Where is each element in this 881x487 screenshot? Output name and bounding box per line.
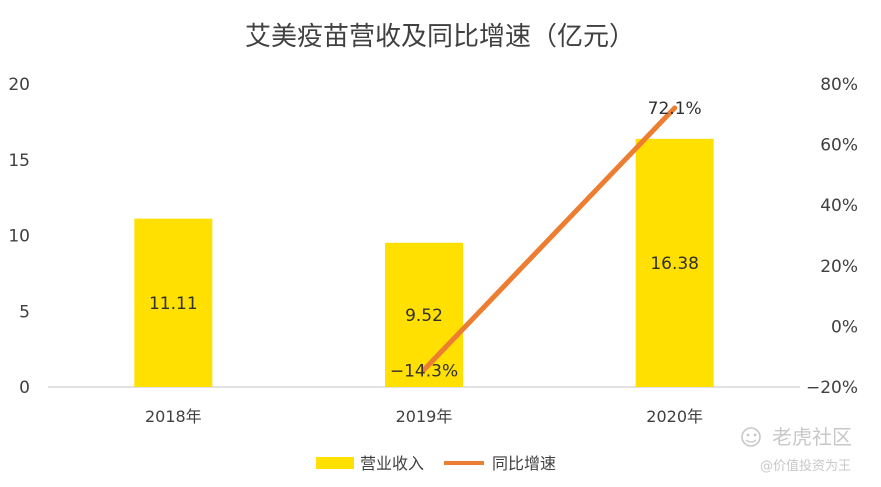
bar-series <box>134 138 714 387</box>
x-axis: 2018年 2019年 2020年 <box>145 407 703 426</box>
y-left-tick-label: 10 <box>8 227 30 247</box>
bar-data-label: 11.11 <box>149 294 198 314</box>
legend: 营业收入 同比增速 <box>316 454 556 473</box>
growth-line <box>421 105 678 373</box>
bar-data-labels: 11.11 9.52 16.38 <box>149 254 699 326</box>
y-right-tick-label: 60% <box>820 136 858 156</box>
x-tick-label: 2019年 <box>396 407 453 426</box>
legend-swatch-revenue <box>316 457 354 469</box>
bar-data-label: 9.52 <box>405 306 443 326</box>
line-data-label: −14.3% <box>390 362 458 382</box>
tiger-logo-icon <box>741 427 761 447</box>
line-data-label: 72.1% <box>648 99 702 119</box>
y-axis-left: 0 5 10 15 20 <box>8 75 30 398</box>
watermark: 老虎社区 @价值投资为王 <box>741 425 852 474</box>
y-right-tick-label: −20% <box>806 378 858 398</box>
line-data-labels: −14.3% 72.1% <box>390 99 702 382</box>
watermark-brand: 老虎社区 <box>772 425 852 449</box>
watermark-handle: @价值投资为王 <box>760 458 851 474</box>
y-left-tick-label: 5 <box>19 302 30 322</box>
y-right-tick-label: 80% <box>820 75 858 95</box>
y-axis-right: −20% 0% 20% 40% 60% 80% <box>806 75 858 398</box>
bar <box>385 242 463 387</box>
bar-data-label: 16.38 <box>650 254 699 274</box>
y-right-tick-label: 0% <box>831 317 858 337</box>
x-tick-label: 2020年 <box>646 407 703 426</box>
y-left-tick-label: 0 <box>19 378 30 398</box>
x-tick-label: 2018年 <box>145 407 202 426</box>
legend-label-growth: 同比增速 <box>492 454 556 473</box>
y-left-tick-label: 15 <box>8 151 30 171</box>
bar <box>635 138 714 387</box>
line-series <box>421 105 678 373</box>
bar <box>134 218 213 387</box>
y-left-tick-label: 20 <box>8 75 30 95</box>
y-right-tick-label: 40% <box>820 196 858 216</box>
y-right-tick-label: 20% <box>820 257 858 277</box>
legend-label-revenue: 营业收入 <box>360 454 424 473</box>
chart-title: 艾美疫苗营收及同比增速（亿元） <box>245 22 635 52</box>
